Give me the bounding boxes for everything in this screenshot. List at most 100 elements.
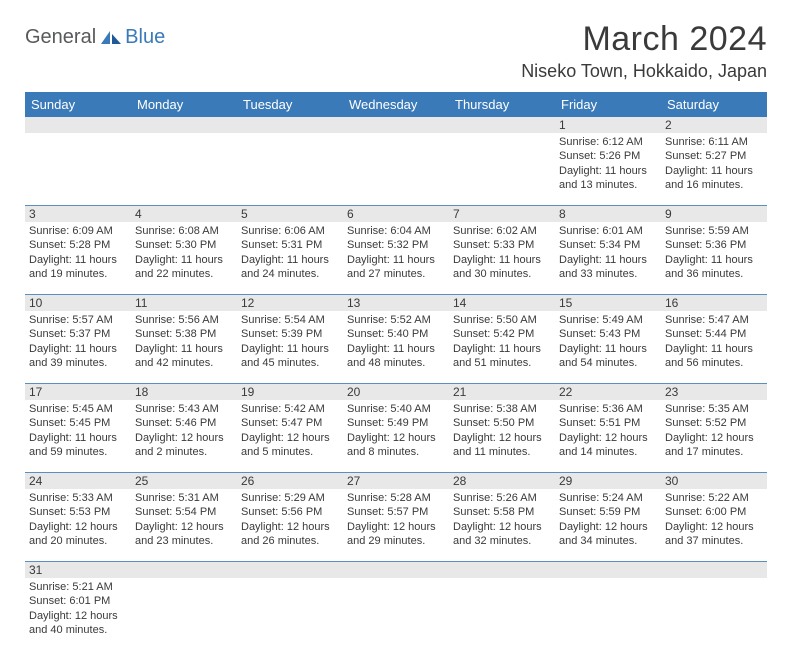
- day-detail-line: Sunrise: 5:22 AM: [665, 491, 762, 505]
- day-detail-line: Sunset: 5:54 PM: [135, 505, 232, 519]
- calendar: SundayMondayTuesdayWednesdayThursdayFrid…: [25, 92, 767, 650]
- day-detail-line: Sunset: 5:32 PM: [347, 238, 444, 252]
- day-detail-line: and 59 minutes.: [29, 445, 126, 459]
- day-number: 11: [131, 295, 237, 311]
- day-detail-line: Sunrise: 6:04 AM: [347, 224, 444, 238]
- day-detail-line: Sunset: 5:50 PM: [453, 416, 550, 430]
- day-detail-line: Sunset: 5:52 PM: [665, 416, 762, 430]
- day-detail-line: Sunrise: 5:59 AM: [665, 224, 762, 238]
- day-detail-line: Daylight: 11 hours: [347, 253, 444, 267]
- day-detail-line: and 45 minutes.: [241, 356, 338, 370]
- day-detail-line: Sunset: 5:34 PM: [559, 238, 656, 252]
- day-detail-line: Daylight: 11 hours: [29, 342, 126, 356]
- day-number: [237, 562, 343, 578]
- day-cell: [237, 133, 343, 205]
- day-detail-line: and 39 minutes.: [29, 356, 126, 370]
- day-number: 9: [661, 206, 767, 222]
- day-cell: Sunrise: 5:36 AMSunset: 5:51 PMDaylight:…: [555, 400, 661, 472]
- day-cell: Sunrise: 5:56 AMSunset: 5:38 PMDaylight:…: [131, 311, 237, 383]
- day-detail-line: Daylight: 12 hours: [29, 609, 126, 623]
- day-detail-line: Sunset: 5:28 PM: [29, 238, 126, 252]
- day-detail-line: Sunrise: 5:31 AM: [135, 491, 232, 505]
- day-detail-line: Sunrise: 5:47 AM: [665, 313, 762, 327]
- day-detail-line: Sunset: 5:26 PM: [559, 149, 656, 163]
- day-detail-line: Sunrise: 6:01 AM: [559, 224, 656, 238]
- day-number: [343, 117, 449, 133]
- day-cell: Sunrise: 6:12 AMSunset: 5:26 PMDaylight:…: [555, 133, 661, 205]
- day-detail-line: Daylight: 12 hours: [241, 520, 338, 534]
- day-cell: Sunrise: 5:50 AMSunset: 5:42 PMDaylight:…: [449, 311, 555, 383]
- title-block: March 2024 Niseko Town, Hokkaido, Japan: [521, 20, 767, 82]
- day-cell: Sunrise: 5:43 AMSunset: 5:46 PMDaylight:…: [131, 400, 237, 472]
- week-row: Sunrise: 5:57 AMSunset: 5:37 PMDaylight:…: [25, 311, 767, 384]
- day-detail-line: Sunrise: 5:49 AM: [559, 313, 656, 327]
- day-detail-line: Sunrise: 5:29 AM: [241, 491, 338, 505]
- day-number: [131, 562, 237, 578]
- day-detail-line: and 56 minutes.: [665, 356, 762, 370]
- day-number: 18: [131, 384, 237, 400]
- day-detail-line: Daylight: 11 hours: [135, 342, 232, 356]
- day-detail-line: and 40 minutes.: [29, 623, 126, 637]
- day-detail-line: Daylight: 11 hours: [29, 253, 126, 267]
- day-detail-line: Daylight: 12 hours: [347, 431, 444, 445]
- day-cell: Sunrise: 5:47 AMSunset: 5:44 PMDaylight:…: [661, 311, 767, 383]
- day-detail-line: and 27 minutes.: [347, 267, 444, 281]
- day-number: 24: [25, 473, 131, 489]
- day-cell: [131, 133, 237, 205]
- day-detail-line: and 8 minutes.: [347, 445, 444, 459]
- day-detail-line: Sunset: 5:51 PM: [559, 416, 656, 430]
- day-detail-line: Sunset: 5:56 PM: [241, 505, 338, 519]
- day-detail-line: Daylight: 11 hours: [559, 164, 656, 178]
- location: Niseko Town, Hokkaido, Japan: [521, 61, 767, 82]
- day-detail-line: Daylight: 11 hours: [241, 253, 338, 267]
- day-detail-line: Daylight: 11 hours: [453, 342, 550, 356]
- day-detail-line: Sunrise: 6:08 AM: [135, 224, 232, 238]
- day-detail-line: and 33 minutes.: [559, 267, 656, 281]
- day-number: [449, 562, 555, 578]
- day-detail-line: Sunset: 5:39 PM: [241, 327, 338, 341]
- week-row: Sunrise: 6:09 AMSunset: 5:28 PMDaylight:…: [25, 222, 767, 295]
- day-detail-line: Daylight: 12 hours: [559, 431, 656, 445]
- day-header: Sunday: [25, 92, 131, 117]
- day-detail-line: Sunrise: 5:26 AM: [453, 491, 550, 505]
- day-detail-line: Sunset: 5:45 PM: [29, 416, 126, 430]
- day-detail-line: Sunrise: 5:54 AM: [241, 313, 338, 327]
- day-detail-line: Sunrise: 5:38 AM: [453, 402, 550, 416]
- day-number: [237, 117, 343, 133]
- day-number: 16: [661, 295, 767, 311]
- day-detail-line: and 17 minutes.: [665, 445, 762, 459]
- day-header: Wednesday: [343, 92, 449, 117]
- logo-text-sub: Blue: [125, 26, 165, 48]
- day-cell: Sunrise: 5:35 AMSunset: 5:52 PMDaylight:…: [661, 400, 767, 472]
- day-cell: Sunrise: 6:02 AMSunset: 5:33 PMDaylight:…: [449, 222, 555, 294]
- day-detail-line: and 5 minutes.: [241, 445, 338, 459]
- day-cell: Sunrise: 5:42 AMSunset: 5:47 PMDaylight:…: [237, 400, 343, 472]
- day-detail-line: Sunset: 5:49 PM: [347, 416, 444, 430]
- day-detail-line: Sunrise: 5:36 AM: [559, 402, 656, 416]
- day-number: [555, 562, 661, 578]
- day-detail-line: Sunrise: 5:45 AM: [29, 402, 126, 416]
- day-detail-line: Sunset: 5:36 PM: [665, 238, 762, 252]
- day-cell: Sunrise: 6:04 AMSunset: 5:32 PMDaylight:…: [343, 222, 449, 294]
- logo: General Blue: [25, 26, 165, 49]
- day-number: 30: [661, 473, 767, 489]
- day-detail-line: and 23 minutes.: [135, 534, 232, 548]
- day-detail-line: and 36 minutes.: [665, 267, 762, 281]
- day-detail-line: Daylight: 11 hours: [453, 253, 550, 267]
- day-number: 19: [237, 384, 343, 400]
- day-cell: Sunrise: 5:26 AMSunset: 5:58 PMDaylight:…: [449, 489, 555, 561]
- day-detail-line: Daylight: 11 hours: [665, 342, 762, 356]
- day-detail-line: Daylight: 12 hours: [453, 520, 550, 534]
- day-detail-line: Sunset: 6:01 PM: [29, 594, 126, 608]
- day-detail-line: Daylight: 12 hours: [241, 431, 338, 445]
- week-row: Sunrise: 5:33 AMSunset: 5:53 PMDaylight:…: [25, 489, 767, 562]
- day-number: 26: [237, 473, 343, 489]
- day-detail-line: Sunset: 5:46 PM: [135, 416, 232, 430]
- day-detail-line: Sunrise: 5:56 AM: [135, 313, 232, 327]
- day-number: 29: [555, 473, 661, 489]
- day-detail-line: Sunset: 5:43 PM: [559, 327, 656, 341]
- day-detail-line: Sunset: 5:40 PM: [347, 327, 444, 341]
- day-detail-line: Sunset: 5:57 PM: [347, 505, 444, 519]
- day-number: 13: [343, 295, 449, 311]
- day-number-row: 3456789: [25, 206, 767, 222]
